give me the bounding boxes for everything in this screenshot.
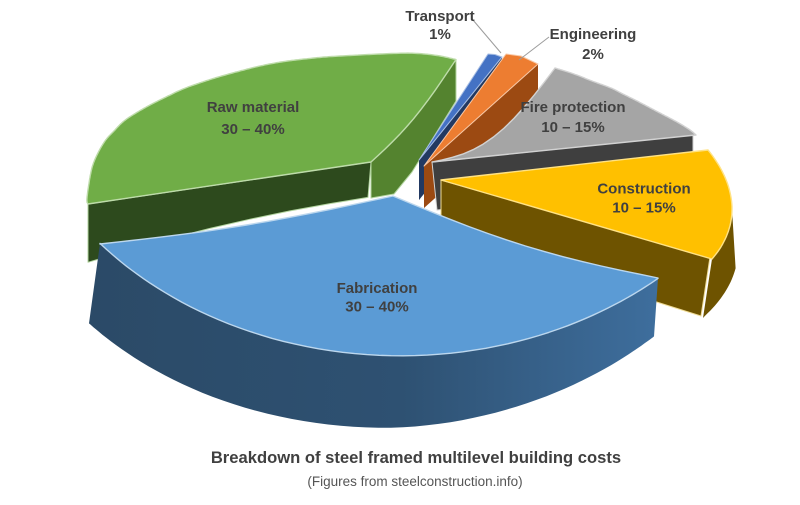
svg-text:2%: 2% bbox=[582, 46, 604, 63]
svg-text:Fire protection: Fire protection bbox=[520, 99, 625, 116]
svg-text:Construction: Construction bbox=[597, 181, 690, 198]
svg-text:Engineering: Engineering bbox=[550, 26, 637, 43]
svg-text:(Figures from steelconstructio: (Figures from steelconstruction.info) bbox=[307, 474, 522, 489]
svg-text:Transport: Transport bbox=[405, 8, 474, 25]
svg-text:10 – 15%: 10 – 15% bbox=[541, 119, 604, 136]
svg-text:Fabrication: Fabrication bbox=[337, 280, 418, 297]
svg-text:30 – 40%: 30 – 40% bbox=[345, 299, 408, 316]
svg-text:Raw material: Raw material bbox=[207, 99, 300, 116]
svg-text:30 – 40%: 30 – 40% bbox=[221, 121, 284, 138]
svg-text:1%: 1% bbox=[429, 26, 451, 43]
svg-text:Breakdown of steel framed mult: Breakdown of steel framed multilevel bui… bbox=[211, 448, 621, 467]
svg-text:10 – 15%: 10 – 15% bbox=[612, 200, 675, 217]
